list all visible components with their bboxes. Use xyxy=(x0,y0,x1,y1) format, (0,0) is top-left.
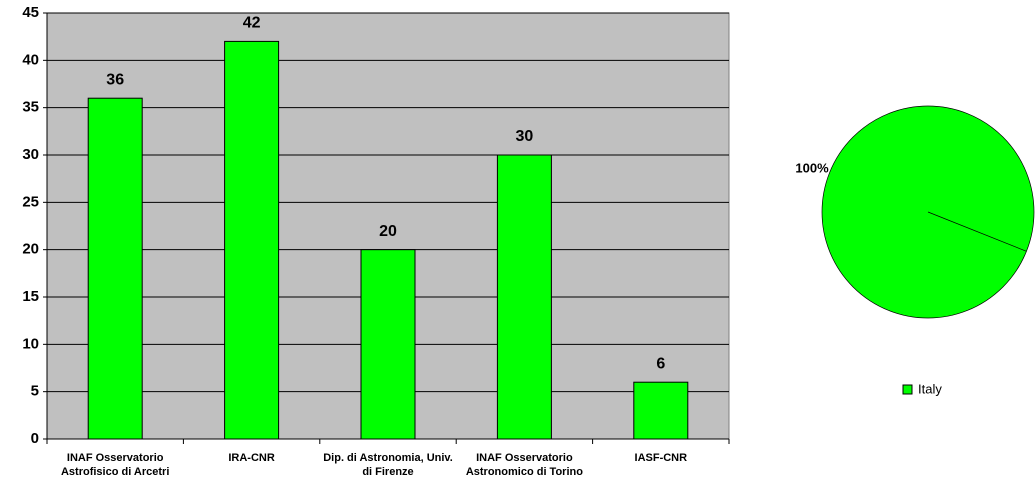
x-tick-label: INAF Osservatorio Astrofisico di Arcetri xyxy=(60,452,170,478)
bar xyxy=(633,381,689,440)
slice-label: 100% xyxy=(795,160,829,175)
y-tick-label: 20 xyxy=(22,241,39,258)
slice-edge xyxy=(927,211,1027,252)
x-tick-label: IRA-CNR xyxy=(228,452,275,464)
y-tick-label: 25 xyxy=(22,193,39,210)
x-tick-label: IASF-CNR xyxy=(634,452,688,464)
bar xyxy=(224,40,280,440)
legend-swatch xyxy=(902,384,913,395)
y-tick-label: 35 xyxy=(22,99,39,116)
value-label: 42 xyxy=(243,15,261,32)
y-tick-label: 15 xyxy=(22,288,39,305)
value-label: 6 xyxy=(656,355,665,372)
y-tick-label: 40 xyxy=(22,51,39,68)
value-label: 20 xyxy=(379,223,397,240)
bar xyxy=(360,249,416,440)
bar xyxy=(87,97,143,440)
value-label: 36 xyxy=(106,71,124,88)
y-tick-label: 0 xyxy=(31,430,39,447)
y-tick-label: 5 xyxy=(31,383,39,400)
y-tick-label: 45 xyxy=(22,4,39,21)
value-label: 30 xyxy=(516,128,534,145)
legend-label: Italy xyxy=(918,381,942,396)
bar xyxy=(496,154,552,440)
x-tick-label: INAF Osservatorio Astronomico di Torino xyxy=(465,452,583,478)
y-tick-label: 30 xyxy=(22,146,39,163)
x-tick-label: Dip. di Astronomia, Univ. di Firenze xyxy=(323,452,453,478)
y-tick-label: 10 xyxy=(22,335,39,352)
